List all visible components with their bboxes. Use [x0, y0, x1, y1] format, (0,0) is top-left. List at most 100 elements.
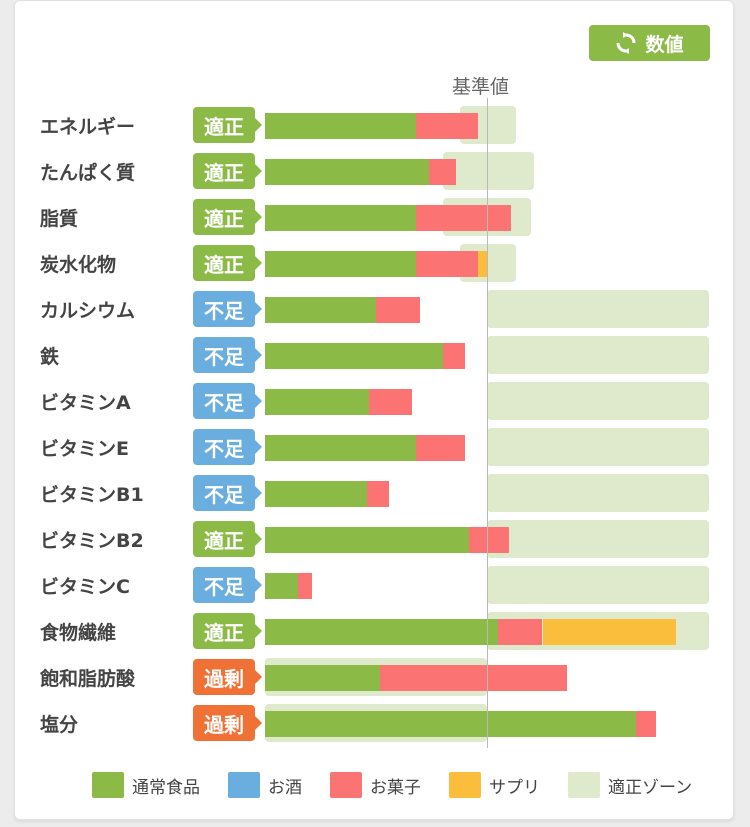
snacks-segment [635, 711, 656, 737]
status-badge: 不足 [193, 567, 262, 603]
legend-label: 適正ゾーン [608, 777, 693, 798]
status-badge: 過剰 [193, 659, 262, 695]
nutrient-row: カルシウム 不足 [0, 286, 750, 332]
snacks-segment [415, 435, 465, 461]
snacks-segment [429, 159, 456, 185]
legend-label: お菓子 [370, 777, 421, 798]
nutrient-row: エネルギー 適正 [0, 102, 750, 148]
nutrient-row: 炭水化物 適正 [0, 240, 750, 286]
snacks-segment [415, 113, 479, 139]
optimal-zone [487, 336, 709, 374]
snacks-segment [376, 297, 421, 323]
food-segment [265, 113, 416, 139]
snacks-segment [442, 343, 465, 369]
food-segment [265, 481, 368, 507]
food-segment [265, 205, 416, 231]
snacks-segment [415, 205, 512, 231]
optimal-zone [487, 382, 709, 420]
nutrient-name: ビタミンE [40, 438, 129, 460]
food-segment [265, 619, 499, 645]
food-segment [265, 297, 376, 323]
optimal-zone [487, 566, 709, 604]
status-badge: 不足 [193, 337, 262, 373]
optimal-zone [487, 428, 709, 466]
food-segment [265, 389, 370, 415]
reference-line [487, 98, 488, 748]
legend-label: サプリ [489, 777, 540, 798]
status-badge: 不足 [193, 383, 262, 419]
legend-swatch [228, 772, 260, 798]
food-segment [265, 665, 381, 691]
food-segment [265, 251, 416, 277]
snacks-segment [415, 251, 479, 277]
status-badge: 不足 [193, 475, 262, 511]
legend-swatch [92, 772, 124, 798]
food-segment [265, 573, 299, 599]
legend-item: お酒 [228, 772, 302, 798]
food-segment [265, 527, 470, 553]
status-badge: 不足 [193, 429, 262, 465]
nutrient-name: 飽和脂肪酸 [40, 668, 136, 690]
status-badge: 適正 [193, 521, 262, 557]
refresh-icon [616, 32, 636, 54]
status-badge: 適正 [193, 199, 262, 235]
nutrient-row: ビタミンA 不足 [0, 378, 750, 424]
legend: 通常食品 お酒 お菓子 サプリ 適正ゾーン [92, 772, 720, 798]
optimal-zone [442, 152, 534, 190]
optimal-zone [487, 290, 709, 328]
nutrient-name: カルシウム [40, 300, 136, 322]
nutrient-name: ビタミンB1 [40, 484, 144, 506]
nutrient-row: ビタミンE 不足 [0, 424, 750, 470]
snacks-segment [298, 573, 312, 599]
snacks-segment [367, 481, 390, 507]
snacks-segment [498, 619, 543, 645]
food-segment [265, 435, 416, 461]
status-badge: 過剰 [193, 705, 262, 741]
nutrient-name: ビタミンC [40, 576, 130, 598]
nutrient-name: 食物繊維 [40, 622, 117, 644]
status-badge: 適正 [193, 153, 262, 189]
status-badge: 適正 [193, 245, 262, 281]
nutrient-row: 鉄 不足 [0, 332, 750, 378]
nutrient-row: 食物繊維 適正 [0, 608, 750, 654]
legend-swatch [568, 772, 600, 798]
legend-item: 適正ゾーン [568, 772, 692, 798]
value-toggle-button[interactable]: 数値 [589, 25, 710, 61]
legend-item: 通常食品 [92, 772, 200, 798]
snacks-segment [380, 665, 567, 691]
nutrient-row: 飽和脂肪酸 過剰 [0, 654, 750, 700]
nutrient-name: 炭水化物 [40, 254, 117, 276]
legend-item: サプリ [449, 772, 540, 798]
nutrient-row: ビタミンB1 不足 [0, 470, 750, 516]
nutrient-row: ビタミンC 不足 [0, 562, 750, 608]
supplement-segment [478, 251, 487, 277]
nutrient-row: たんぱく質 適正 [0, 148, 750, 194]
status-badge: 適正 [193, 107, 262, 143]
status-badge: 不足 [193, 291, 262, 327]
snacks-segment [369, 389, 412, 415]
nutrient-row: 脂質 適正 [0, 194, 750, 240]
food-segment [265, 711, 636, 737]
legend-swatch [330, 772, 362, 798]
nutrient-name: ビタミンA [40, 392, 131, 414]
legend-swatch [449, 772, 481, 798]
nutrient-row: 塩分 過剰 [0, 700, 750, 746]
reference-label: 基準値 [452, 76, 510, 98]
nutrient-name: ビタミンB2 [40, 530, 144, 552]
optimal-zone [487, 474, 709, 512]
food-segment [265, 159, 430, 185]
nutrient-name: 塩分 [40, 714, 79, 736]
nutrient-name: 脂質 [40, 208, 79, 230]
food-segment [265, 343, 443, 369]
status-badge: 適正 [193, 613, 262, 649]
nutrient-name: エネルギー [40, 116, 136, 138]
legend-label: お酒 [268, 777, 302, 798]
nutrient-row: ビタミンB2 適正 [0, 516, 750, 562]
supplement-segment [542, 619, 676, 645]
snacks-segment [469, 527, 510, 553]
optimal-zone [487, 520, 709, 558]
value-toggle-label: 数値 [645, 33, 684, 56]
legend-label: 通常食品 [132, 777, 200, 798]
nutrient-name: たんぱく質 [40, 162, 136, 184]
nutrient-name: 鉄 [40, 346, 60, 368]
